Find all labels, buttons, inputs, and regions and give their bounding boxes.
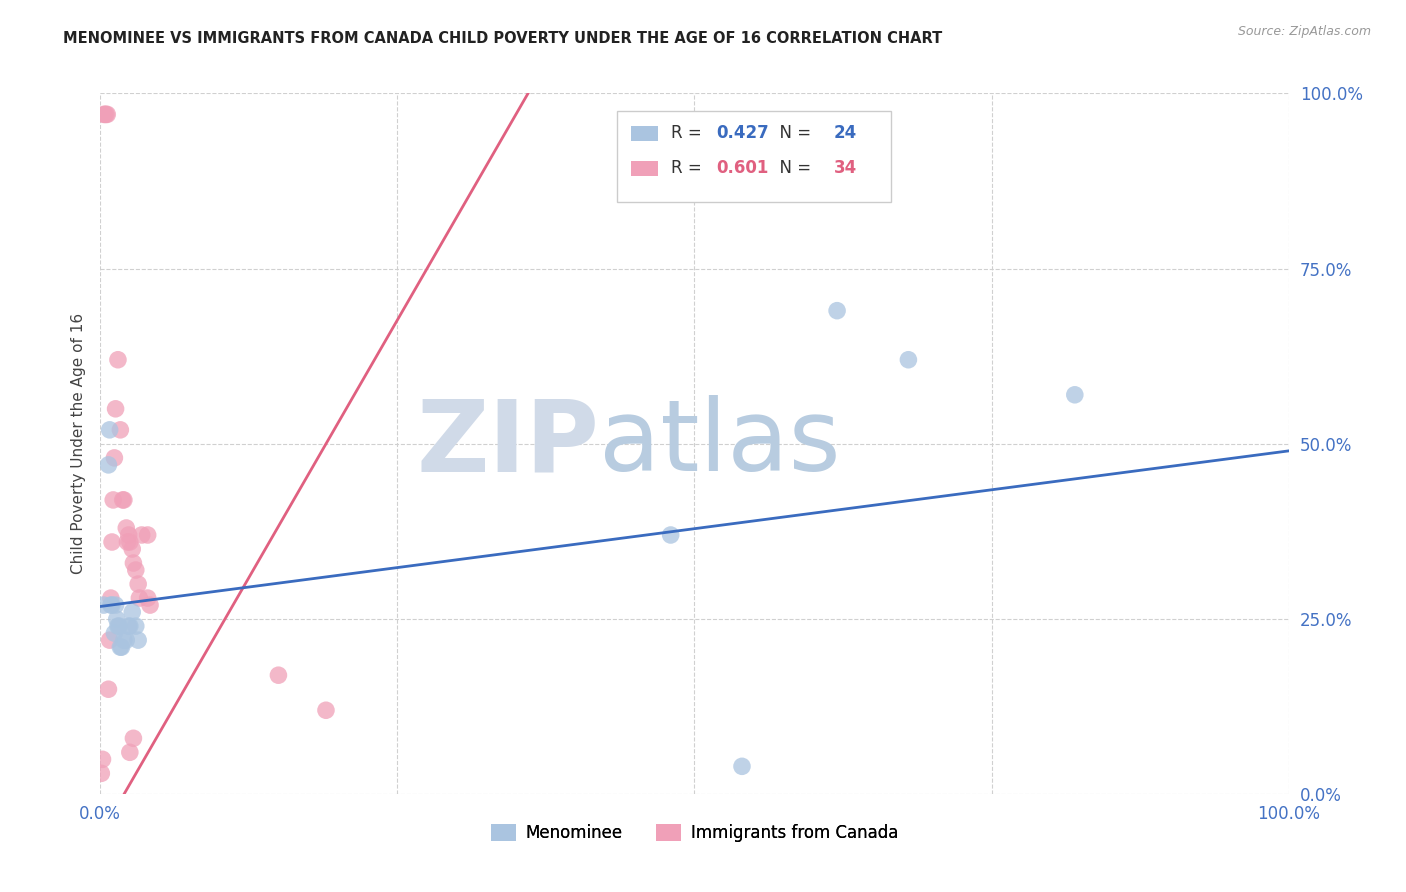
Point bbox=[91, 752, 114, 766]
Point bbox=[127, 577, 149, 591]
Point bbox=[103, 626, 125, 640]
Point bbox=[118, 528, 141, 542]
Point bbox=[107, 352, 129, 367]
Point bbox=[105, 612, 128, 626]
Point bbox=[94, 107, 117, 121]
Point bbox=[110, 640, 132, 655]
Point bbox=[97, 458, 120, 472]
Point bbox=[659, 528, 682, 542]
Point bbox=[101, 598, 124, 612]
FancyBboxPatch shape bbox=[631, 161, 658, 176]
Text: ZIP: ZIP bbox=[416, 395, 599, 492]
Point bbox=[110, 640, 132, 655]
Point bbox=[104, 598, 127, 612]
Point bbox=[897, 352, 920, 367]
Point bbox=[121, 541, 143, 556]
Point bbox=[93, 598, 115, 612]
Point bbox=[103, 492, 125, 507]
Point bbox=[112, 492, 135, 507]
Point bbox=[1063, 388, 1085, 402]
Text: N =: N = bbox=[769, 124, 817, 143]
Text: N =: N = bbox=[769, 160, 817, 178]
Point bbox=[136, 528, 159, 542]
Point bbox=[131, 528, 153, 542]
Point bbox=[94, 107, 117, 121]
Point bbox=[98, 423, 121, 437]
Point bbox=[100, 598, 122, 612]
Point bbox=[98, 633, 121, 648]
Point bbox=[825, 303, 848, 318]
Point bbox=[128, 591, 150, 606]
Point bbox=[103, 450, 125, 465]
Point bbox=[136, 591, 159, 606]
Point bbox=[139, 598, 162, 612]
Point bbox=[118, 535, 141, 549]
Point bbox=[127, 633, 149, 648]
Point bbox=[101, 535, 124, 549]
Point bbox=[117, 535, 139, 549]
Point bbox=[118, 745, 141, 759]
Point bbox=[267, 668, 290, 682]
Legend: Menominee, Immigrants from Canada: Menominee, Immigrants from Canada bbox=[484, 818, 905, 849]
Point bbox=[121, 605, 143, 619]
Point bbox=[110, 423, 132, 437]
Point bbox=[108, 619, 131, 633]
Text: MENOMINEE VS IMMIGRANTS FROM CANADA CHILD POVERTY UNDER THE AGE OF 16 CORRELATIO: MENOMINEE VS IMMIGRANTS FROM CANADA CHIL… bbox=[63, 31, 942, 46]
Text: 24: 24 bbox=[834, 124, 856, 143]
Point bbox=[96, 107, 118, 121]
Point bbox=[107, 619, 129, 633]
Point bbox=[118, 619, 141, 633]
Text: 0.427: 0.427 bbox=[716, 124, 769, 143]
Point bbox=[93, 107, 115, 121]
Point bbox=[731, 759, 754, 773]
FancyBboxPatch shape bbox=[617, 111, 890, 202]
Point bbox=[112, 633, 135, 648]
Point bbox=[100, 591, 122, 606]
Point bbox=[111, 492, 134, 507]
FancyBboxPatch shape bbox=[631, 126, 658, 141]
Text: 0.601: 0.601 bbox=[716, 160, 768, 178]
Point bbox=[90, 766, 112, 780]
Point bbox=[315, 703, 337, 717]
Point bbox=[97, 682, 120, 697]
Point bbox=[122, 556, 145, 570]
Y-axis label: Child Poverty Under the Age of 16: Child Poverty Under the Age of 16 bbox=[72, 313, 86, 574]
Point bbox=[125, 563, 148, 577]
Point bbox=[115, 633, 138, 648]
Point bbox=[125, 619, 148, 633]
Point bbox=[122, 731, 145, 746]
Point bbox=[104, 401, 127, 416]
Text: Source: ZipAtlas.com: Source: ZipAtlas.com bbox=[1237, 25, 1371, 38]
Text: 34: 34 bbox=[834, 160, 856, 178]
Text: R =: R = bbox=[671, 160, 707, 178]
Text: atlas: atlas bbox=[599, 395, 841, 492]
Point bbox=[118, 619, 141, 633]
Text: R =: R = bbox=[671, 124, 707, 143]
Point bbox=[115, 521, 138, 535]
